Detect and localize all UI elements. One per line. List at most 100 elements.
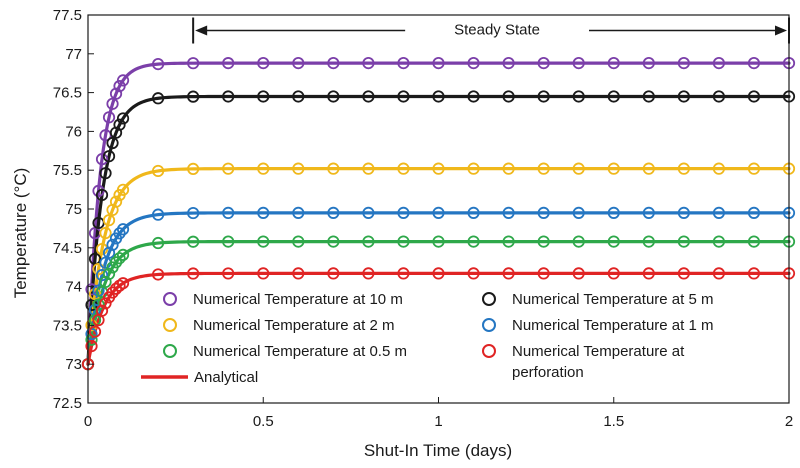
numerical-point bbox=[88, 314, 102, 327]
numerical-point bbox=[99, 297, 112, 310]
numerical-point bbox=[712, 90, 726, 103]
numerical-point bbox=[607, 235, 620, 248]
numerical-point bbox=[572, 57, 585, 70]
numerical-point bbox=[152, 236, 165, 250]
analytical-line-0 bbox=[86, 61, 791, 366]
numerical-point bbox=[397, 90, 410, 103]
numerical-point bbox=[92, 298, 105, 311]
numerical-point bbox=[187, 57, 200, 70]
numerical-point bbox=[502, 206, 515, 219]
numerical-point bbox=[327, 57, 340, 70]
numerical-point bbox=[102, 214, 116, 227]
legend-label: Numerical Temperature at 0.5 m bbox=[193, 343, 407, 360]
numerical-point bbox=[712, 57, 726, 70]
numerical-point bbox=[467, 267, 480, 280]
numerical-point bbox=[467, 162, 480, 175]
legend-label: Analytical bbox=[194, 369, 258, 386]
numerical-point bbox=[116, 183, 130, 196]
numerical-point bbox=[257, 90, 270, 103]
numerical-point bbox=[187, 206, 200, 220]
numerical-point bbox=[109, 195, 123, 208]
numerical-point bbox=[187, 162, 200, 175]
numerical-point bbox=[95, 268, 109, 282]
numerical-point bbox=[677, 206, 690, 219]
numerical-point bbox=[152, 268, 165, 281]
numerical-point bbox=[327, 235, 340, 248]
numerical-point bbox=[95, 242, 109, 256]
numerical-point bbox=[537, 206, 550, 219]
x-tick-label: 1 bbox=[434, 413, 442, 430]
numerical-point bbox=[88, 287, 102, 301]
numerical-point bbox=[187, 235, 200, 248]
numerical-point bbox=[116, 74, 130, 87]
numerical-point bbox=[257, 162, 270, 175]
x-tick-label: 0 bbox=[84, 413, 92, 430]
numerical-point bbox=[95, 153, 109, 166]
numerical-point bbox=[747, 267, 761, 280]
numerical-point bbox=[257, 267, 270, 280]
y-tick-label: 75.5 bbox=[53, 162, 82, 179]
x-tick-label: 2 bbox=[785, 413, 793, 430]
numerical-point bbox=[222, 235, 235, 248]
numerical-point bbox=[712, 162, 726, 175]
numerical-point bbox=[432, 267, 445, 280]
numerical-point bbox=[222, 206, 235, 220]
numerical-point bbox=[292, 90, 305, 103]
numerical-point bbox=[397, 235, 410, 248]
numerical-point bbox=[572, 162, 585, 175]
numerical-point bbox=[677, 235, 690, 248]
numerical-point bbox=[642, 162, 655, 175]
x-axis-title: Shut-In Time (days) bbox=[364, 441, 512, 460]
numerical-point bbox=[607, 162, 620, 175]
numerical-point bbox=[222, 267, 235, 280]
numerical-point bbox=[607, 206, 620, 219]
numerical-point bbox=[116, 277, 130, 290]
numerical-point bbox=[747, 235, 761, 248]
numerical-point bbox=[642, 206, 655, 219]
numerical-point bbox=[642, 90, 655, 103]
numerical-point bbox=[92, 262, 105, 276]
numerical-point bbox=[467, 235, 480, 248]
numerical-point bbox=[642, 57, 655, 70]
numerical-point bbox=[327, 90, 340, 103]
numerical-point bbox=[95, 304, 109, 317]
numerical-point bbox=[99, 226, 112, 240]
numerical-point bbox=[106, 286, 119, 299]
numerical-point bbox=[537, 235, 550, 248]
numerical-point bbox=[502, 57, 515, 70]
numerical-point bbox=[327, 267, 340, 280]
numerical-point bbox=[222, 90, 235, 103]
numerical-point bbox=[257, 57, 270, 70]
numerical-point bbox=[362, 235, 375, 248]
numerical-point bbox=[362, 267, 375, 280]
y-axis-title: Temperature (°C) bbox=[11, 168, 30, 299]
numerical-point bbox=[222, 162, 235, 175]
numerical-point bbox=[116, 223, 130, 236]
y-tick-label: 77 bbox=[65, 46, 82, 63]
numerical-point bbox=[362, 57, 375, 70]
x-tick-label: 0.5 bbox=[253, 413, 274, 430]
numerical-point bbox=[712, 235, 726, 248]
numerical-point bbox=[113, 252, 126, 265]
analytical-line-1 bbox=[86, 94, 791, 366]
numerical-point bbox=[607, 267, 620, 280]
numerical-point bbox=[292, 57, 305, 70]
numerical-point bbox=[677, 162, 690, 175]
numerical-point bbox=[747, 57, 761, 70]
numerical-point bbox=[152, 164, 165, 178]
numerical-point bbox=[642, 267, 655, 280]
numerical-point bbox=[362, 206, 375, 219]
steady-state-right-arrowhead bbox=[775, 25, 787, 36]
numerical-point bbox=[116, 248, 130, 261]
numerical-point bbox=[747, 162, 761, 175]
numerical-point bbox=[152, 208, 165, 221]
numerical-point bbox=[187, 90, 200, 103]
numerical-point bbox=[362, 162, 375, 175]
y-tick-label: 76.5 bbox=[53, 85, 82, 102]
legend-label: Numerical Temperature at 5 m bbox=[512, 291, 713, 308]
numerical-point bbox=[537, 162, 550, 175]
legend-marker bbox=[482, 292, 496, 306]
legend-label: Numerical Temperature at perforation bbox=[512, 343, 685, 381]
numerical-point bbox=[397, 162, 410, 175]
numerical-point bbox=[292, 267, 305, 280]
